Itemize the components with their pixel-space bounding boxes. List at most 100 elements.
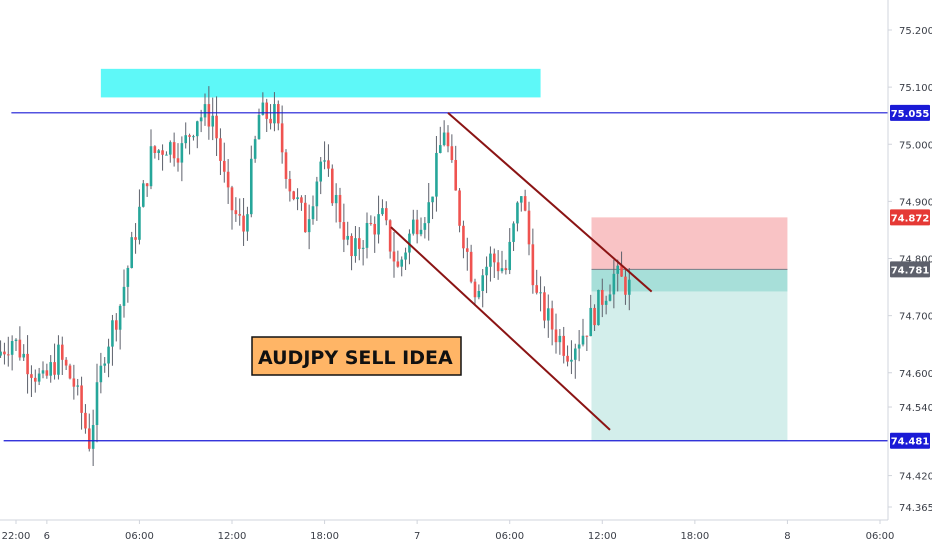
candle-body — [539, 292, 542, 294]
candle-body — [423, 223, 427, 230]
candle-body — [608, 294, 612, 301]
candle-body — [330, 168, 334, 204]
candle-body — [361, 247, 365, 249]
candle-body — [465, 248, 469, 252]
y-tick-label: 74.540 — [899, 403, 932, 414]
candle-body — [238, 214, 242, 216]
price-tag-label: 75.055 — [891, 109, 930, 120]
candle-body — [107, 346, 110, 364]
zones-layer — [100, 68, 788, 441]
candle-body — [103, 363, 107, 366]
candle-body — [149, 146, 153, 187]
candle-body — [593, 307, 596, 326]
lines-layer — [3, 112, 888, 442]
candle-body — [126, 267, 130, 287]
candle-body — [91, 425, 95, 449]
candle-body — [346, 235, 350, 240]
candle-body — [384, 208, 388, 221]
candle-body — [311, 206, 315, 220]
candle-body — [157, 150, 161, 153]
candle-body — [500, 268, 504, 272]
entry-band-zone — [591, 269, 788, 292]
y-tick-label: 74.700 — [899, 312, 932, 323]
candle-body — [3, 351, 6, 355]
price-tag-label: 74.781 — [891, 265, 930, 276]
x-tick-label: 12:00 — [588, 531, 617, 542]
candle-body — [573, 348, 577, 360]
candle-body — [342, 222, 346, 240]
price-tag-background — [890, 261, 930, 278]
candle-body — [523, 196, 527, 211]
candle-body — [566, 355, 569, 362]
candle-body — [504, 268, 508, 271]
candle-body — [492, 253, 496, 263]
candle-body — [558, 335, 562, 343]
price-tag-label: 74.872 — [891, 213, 930, 224]
time-axis[interactable]: 22:00 6 06:00 12:00 18:00 7 06:00 12:00 18:00 8 06… — [2, 520, 895, 542]
candle-body — [519, 196, 523, 203]
candle-body — [292, 191, 296, 200]
candle-body — [338, 194, 342, 223]
candle-body — [400, 259, 404, 267]
candle-body — [99, 365, 103, 383]
candle-body — [411, 219, 415, 234]
candle-body — [627, 279, 631, 295]
candle-body — [257, 114, 261, 140]
candle-body — [527, 210, 531, 245]
candle-body — [265, 102, 269, 119]
candle-body — [76, 385, 80, 387]
candle-body — [365, 222, 369, 248]
candle-body — [303, 202, 307, 233]
x-tick-label: 06:00 — [125, 531, 154, 542]
candle-body — [53, 362, 56, 375]
candle-body — [199, 117, 203, 122]
candle-body — [226, 171, 230, 188]
x-tick-label: 8 — [784, 531, 790, 542]
candle-body — [438, 145, 442, 153]
candle-body — [215, 115, 218, 139]
candle-body — [6, 354, 10, 356]
candle-body — [431, 196, 434, 203]
channel-line — [447, 112, 653, 293]
candle-body — [323, 160, 326, 162]
candle-body — [516, 202, 519, 224]
candle-body — [327, 160, 330, 169]
candle-body — [454, 159, 458, 191]
candle-body — [427, 202, 431, 224]
candle-body — [381, 208, 384, 215]
candle-body — [141, 183, 145, 207]
candle-body — [512, 223, 515, 242]
candle-body — [446, 132, 450, 147]
candle-body — [134, 237, 137, 240]
candle-body — [535, 285, 539, 293]
candle-body — [122, 286, 126, 306]
candle-body — [369, 222, 373, 224]
candle-body — [10, 341, 14, 355]
candle-body — [234, 210, 238, 215]
y-tick-label: 75.100 — [899, 83, 932, 94]
price-tags-layer: 75.055 74.872 74.781 74.481 — [890, 104, 930, 449]
x-tick-label: 22:00 — [2, 531, 31, 542]
candle-body — [253, 139, 257, 159]
candle-body — [161, 150, 164, 155]
candle-body — [388, 220, 392, 252]
candle-body — [585, 335, 589, 337]
y-tick-label: 75.200 — [899, 26, 932, 37]
candle-body — [616, 265, 620, 274]
candle-body — [195, 121, 199, 137]
candle-body — [319, 161, 323, 182]
candle-body — [589, 307, 593, 337]
candle-body — [462, 225, 465, 249]
candle-body — [373, 223, 377, 235]
candle-body — [249, 158, 253, 215]
candle-body — [404, 252, 407, 260]
candle-body — [508, 241, 512, 271]
candle-body — [473, 281, 477, 298]
candle-body — [477, 290, 481, 298]
price-tag-background — [890, 432, 930, 449]
candle-body — [246, 214, 249, 232]
candle-body — [357, 238, 361, 249]
candle-body — [334, 194, 338, 204]
price-axis[interactable]: 75.200 75.100 75.000 74.900 74.800 74.700 74.6… — [888, 26, 932, 514]
